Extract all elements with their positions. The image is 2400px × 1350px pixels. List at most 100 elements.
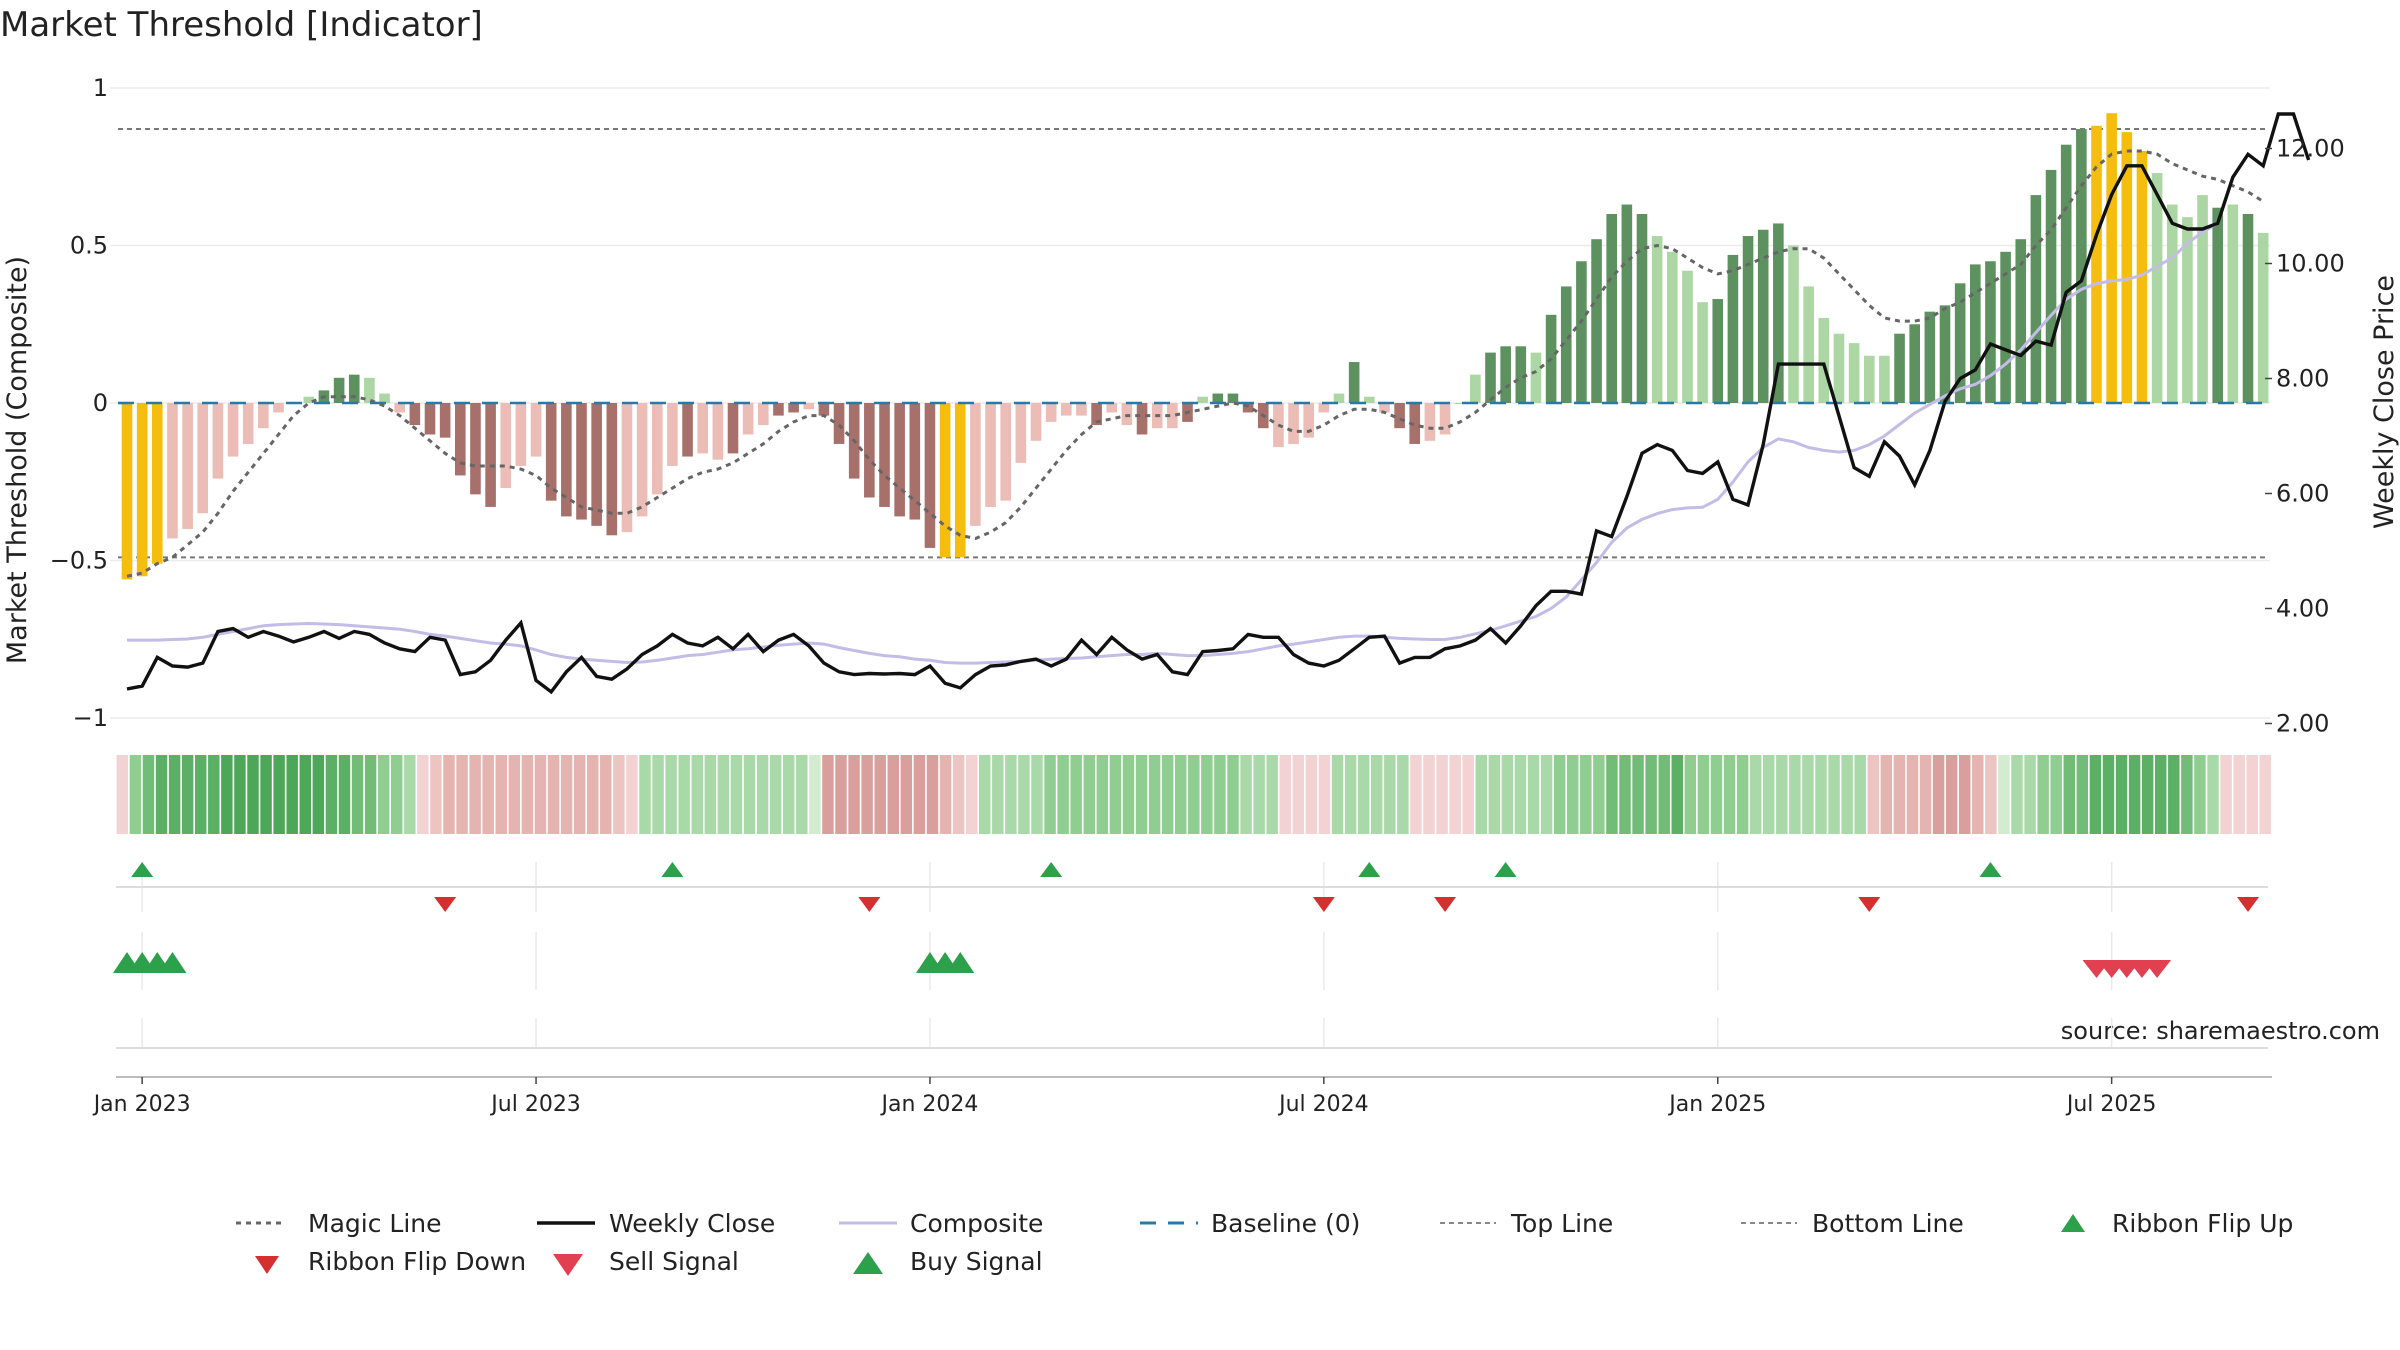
ribbon-flip-up-marker <box>1040 862 1063 877</box>
ribbon-cell <box>456 755 468 834</box>
ribbon-cell <box>1240 755 1252 834</box>
ribbon-cell <box>247 755 259 834</box>
ribbon-cell <box>600 755 612 834</box>
ribbon-cell <box>1932 755 1945 834</box>
ribbon-cell <box>2050 755 2062 834</box>
composite-bar <box>758 403 769 426</box>
ribbon-cell <box>2207 755 2219 834</box>
ribbon-cell <box>1031 755 1043 834</box>
y-tick-label-right: 12.00 <box>2276 135 2345 163</box>
legend-label: Ribbon Flip Down <box>308 1247 526 1276</box>
composite-bar <box>682 403 693 457</box>
composite-bar <box>1848 343 1860 403</box>
composite-bar <box>530 403 542 457</box>
composite-bar <box>1712 299 1724 403</box>
ribbon-flip-down-marker <box>2237 897 2259 912</box>
ribbon-cell <box>665 755 677 834</box>
ribbon-cell <box>1253 755 1265 834</box>
composite-bar <box>1803 286 1814 403</box>
composite-bar <box>2015 239 2027 403</box>
ribbon-cell <box>351 755 364 834</box>
y-ticks-left: 1 0.5 0 −0.5 −1 <box>50 74 108 732</box>
ribbon-cell <box>1906 755 1919 834</box>
ribbon-flip-down-marker <box>1434 897 1457 912</box>
ribbon-cell <box>1841 755 1853 834</box>
ribbon-cell <box>809 755 821 834</box>
ribbon-cell <box>992 755 1004 834</box>
ribbon-cell <box>1671 755 1683 834</box>
ribbon-cell <box>221 755 233 834</box>
magic-line <box>126 149 2264 578</box>
ribbon-cell <box>495 755 507 834</box>
ribbon-cell <box>1776 755 1788 834</box>
composite-bar <box>1894 333 1905 403</box>
composite-bar <box>212 403 224 479</box>
composite-bar <box>697 403 708 454</box>
buy-sell-markers <box>113 952 2172 978</box>
ribbon-cell <box>1292 755 1305 834</box>
legend-label: Weekly Close <box>609 1209 775 1238</box>
composite-bar <box>1409 403 1421 444</box>
ribbon-cell <box>1344 755 1357 834</box>
ribbon-cell <box>1828 755 1840 834</box>
ribbon-cell <box>1985 755 1997 834</box>
ribbon-cell <box>1632 755 1644 834</box>
ribbon-cell <box>1397 755 1409 834</box>
composite-bar <box>1970 264 1981 403</box>
legend-item-baseline: Baseline (0) <box>1140 1209 1360 1238</box>
composite-bar <box>2242 214 2254 403</box>
composite-bar <box>1000 403 1011 501</box>
composite-bar <box>954 403 966 558</box>
ribbon-cell <box>521 755 534 834</box>
legend-label: Composite <box>910 1209 1043 1238</box>
ribbon-cell <box>783 755 795 834</box>
ribbon-cell <box>1227 755 1239 834</box>
ribbon-cell <box>1201 755 1213 834</box>
ribbon-flip-up-marker <box>1979 862 2002 877</box>
x-axis-ticks: Jan 2023 Jul 2023 Jan 2024 Jul 2024 Jan 2025… <box>92 1076 2272 1117</box>
sell-signal-marker <box>2143 960 2172 978</box>
ribbon-cell <box>1371 755 1383 834</box>
composite-bar <box>1242 403 1254 413</box>
ribbon-cell <box>1135 755 1148 834</box>
ribbon-cell <box>2076 755 2089 834</box>
ribbon-cell <box>1658 755 1670 834</box>
ribbon-cell <box>1593 755 1605 834</box>
ribbon-cell <box>234 755 246 834</box>
composite-bar <box>1909 324 1920 403</box>
ribbon-cell <box>1972 755 1984 834</box>
ribbon-cell <box>1188 755 1200 834</box>
ribbon-cell <box>1462 755 1474 834</box>
y-tick-label-left: 0 <box>93 389 108 417</box>
composite-bar <box>1212 393 1224 403</box>
y-tick-label-right: 4.00 <box>2276 595 2329 623</box>
reference-lines <box>118 127 2268 559</box>
ribbon-cell <box>2128 755 2141 834</box>
composite-bar <box>1742 236 1754 403</box>
ribbon-cell <box>443 755 455 834</box>
composite-bar <box>1833 333 1845 403</box>
ribbon-flip-up-marker <box>661 862 684 877</box>
composite-bar <box>1757 229 1769 403</box>
ribbon-cell <box>338 755 351 834</box>
ribbon-cell <box>1919 755 1932 834</box>
ribbon-cell <box>1148 755 1161 834</box>
composite-bar <box>455 403 466 476</box>
composite-bar <box>1454 403 1466 404</box>
composite-bar <box>2166 204 2178 403</box>
ribbon-cell <box>1175 755 1187 834</box>
composite-bar <box>1197 396 1208 403</box>
composite-bars <box>118 113 2269 580</box>
composite-bar <box>803 403 815 410</box>
ribbon-cell <box>168 755 181 834</box>
ribbon-cell <box>1540 755 1553 834</box>
ribbon-cell <box>155 755 168 834</box>
ribbon-cell <box>2259 755 2271 834</box>
ribbon-cell <box>404 755 416 834</box>
composite-bar <box>1106 403 1118 413</box>
composite-bar <box>1682 270 1693 403</box>
composite-bar <box>1015 403 1027 463</box>
composite-bar <box>1697 302 1708 403</box>
composite-bar <box>348 374 360 403</box>
composite-bar <box>545 403 557 501</box>
